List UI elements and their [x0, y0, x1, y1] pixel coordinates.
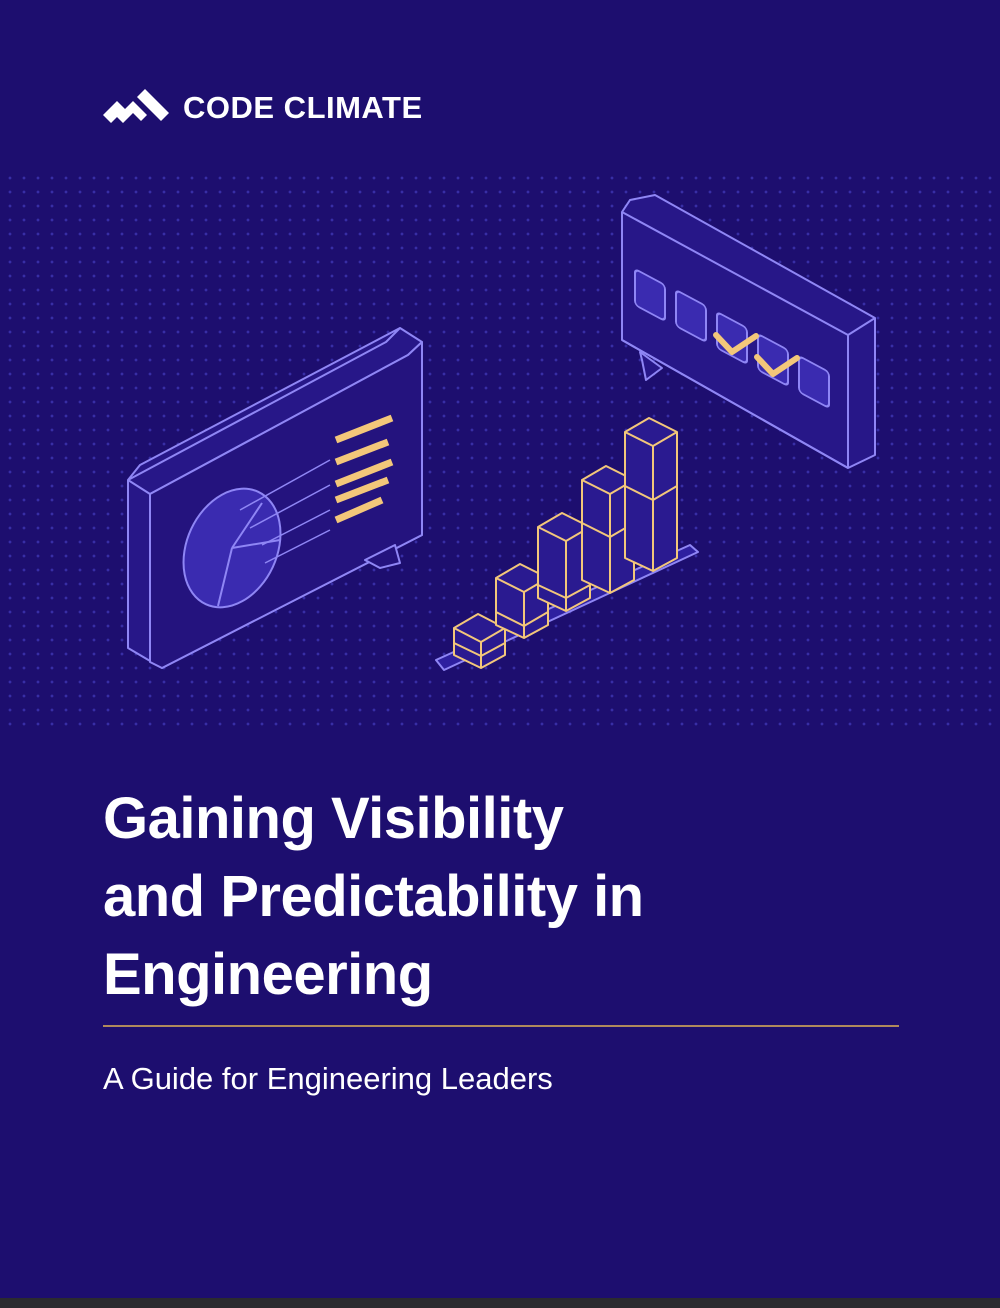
bottom-edge — [0, 1298, 1000, 1308]
brand-name: CODE CLIMATE — [183, 90, 423, 125]
title-line-1: Gaining Visibility — [103, 786, 564, 851]
pie-chart-board-icon — [127, 327, 423, 669]
checklist-board-icon — [621, 194, 876, 469]
title-line-3: Engineering — [103, 942, 433, 1007]
page-title: Gaining Visibility and Predictability in… — [103, 780, 903, 1014]
brand-logo: CODE CLIMATE — [103, 88, 423, 128]
title-line-2: and Predictability in — [103, 864, 644, 929]
legend-bars — [334, 414, 394, 524]
check-marks — [713, 332, 800, 377]
divider — [103, 1025, 899, 1027]
subtitle: A Guide for Engineering Leaders — [103, 1061, 553, 1096]
bar-chart-icon — [435, 417, 699, 671]
code-climate-mountain-icon — [103, 89, 169, 123]
hero-illustration — [127, 194, 876, 671]
